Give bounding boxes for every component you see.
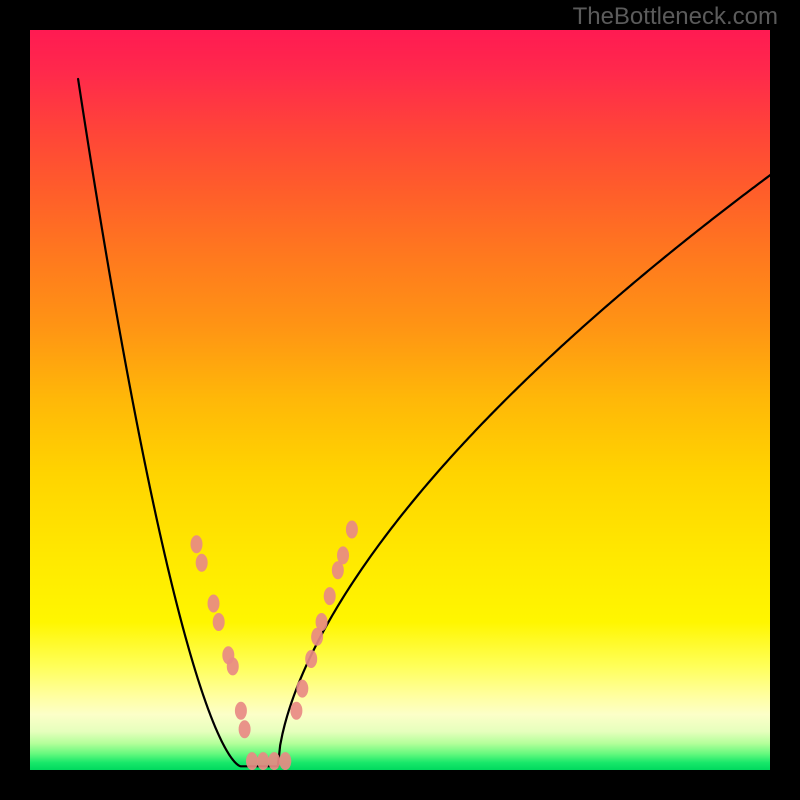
curve-marker: [290, 702, 302, 720]
curve-marker: [235, 702, 247, 720]
curve-marker: [191, 535, 203, 553]
curve-marker: [279, 752, 291, 770]
curve-marker: [337, 546, 349, 564]
watermark-text: TheBottleneck.com: [573, 3, 778, 31]
curve-marker: [213, 613, 225, 631]
curve-marker: [246, 752, 258, 770]
curve-marker: [257, 752, 269, 770]
curve-marker: [305, 650, 317, 668]
curve-marker: [296, 680, 308, 698]
curve-marker: [346, 521, 358, 539]
plot-area: [30, 30, 770, 770]
curve-marker: [268, 752, 280, 770]
curve-marker: [324, 587, 336, 605]
curve-marker: [196, 554, 208, 572]
curve-marker: [208, 595, 220, 613]
chart-stage: TheBottleneck.com: [0, 0, 800, 800]
chart-svg: [30, 30, 770, 770]
gradient-background: [30, 30, 770, 770]
curve-marker: [227, 657, 239, 675]
curve-marker: [316, 613, 328, 631]
curve-marker: [239, 720, 251, 738]
